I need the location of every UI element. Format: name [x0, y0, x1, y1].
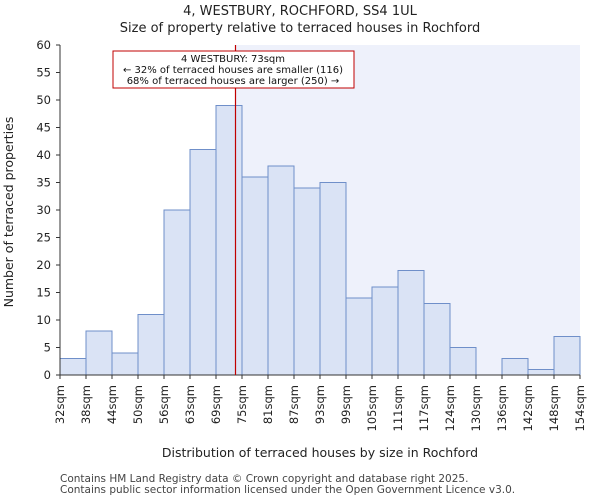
histogram-bar — [267, 165, 295, 376]
histogram-bar — [215, 105, 243, 376]
y-tick-label: 50 — [36, 93, 51, 107]
x-tick-label: 56sqm — [157, 385, 171, 424]
y-tick-label: 15 — [36, 286, 51, 300]
annotation-line-3: 68% of terraced houses are larger (250) … — [127, 76, 340, 87]
x-tick-label: 142sqm — [521, 385, 535, 431]
y-tick-label: 40 — [36, 148, 51, 162]
x-tick-label: 124sqm — [443, 385, 457, 431]
histogram-bar — [163, 209, 191, 376]
annotation-line-2: ← 32% of terraced houses are smaller (11… — [123, 65, 343, 76]
histogram-bar — [423, 303, 451, 376]
chart-title: 4, WESTBURY, ROCHFORD, SS4 1UL — [183, 4, 417, 19]
y-tick-label: 35 — [36, 176, 51, 190]
x-tick-label: 38sqm — [79, 385, 93, 424]
x-tick-label: 105sqm — [365, 385, 379, 431]
y-tick-label: 45 — [36, 121, 51, 135]
x-tick-label: 111sqm — [391, 385, 405, 431]
x-tick-label: 99sqm — [339, 385, 353, 424]
y-tick-label: 25 — [36, 231, 51, 245]
histogram-bar — [553, 336, 581, 376]
y-tick-label: 5 — [44, 341, 51, 355]
histogram-bar — [59, 358, 87, 376]
y-tick-label: 20 — [36, 258, 51, 272]
x-tick-label: 148sqm — [547, 385, 561, 431]
x-tick-label: 93sqm — [313, 385, 327, 424]
histogram-chart: 0 5 10 15 20 25 30 35 40 45 50 55 60 32sqm 38sqm 44sqm… — [1, 4, 587, 460]
annotation-line-1: 4 WESTBURY: 73sqm — [181, 54, 285, 65]
histogram-bar — [449, 347, 477, 376]
x-tick-label: 32sqm — [53, 385, 67, 424]
histogram-bar — [111, 352, 139, 376]
x-tick-label: 69sqm — [209, 385, 223, 424]
histogram-bar — [85, 330, 113, 376]
histogram-bar — [527, 369, 555, 376]
y-tick-label: 55 — [36, 66, 51, 80]
histogram-bar — [319, 182, 347, 376]
y-tick-label: 0 — [44, 368, 51, 382]
x-tick-label: 130sqm — [469, 385, 483, 431]
y-tick-label: 30 — [36, 203, 51, 217]
annotation-box — [112, 50, 355, 89]
histogram-bar — [371, 286, 399, 376]
histogram-bar — [397, 270, 425, 376]
x-tick-label: 136sqm — [495, 385, 509, 431]
y-tick-label: 60 — [36, 38, 51, 52]
x-tick-label: 81sqm — [261, 385, 275, 424]
x-axis-label: Distribution of terraced houses by size … — [162, 445, 478, 460]
x-tick-label: 154sqm — [573, 385, 587, 431]
x-tick-label: 63sqm — [183, 385, 197, 424]
y-tick-label: 10 — [36, 313, 51, 327]
histogram-bar — [137, 314, 165, 376]
histogram-bar — [189, 149, 217, 376]
histogram-bar — [345, 297, 373, 376]
chart-subtitle: Size of property relative to terraced ho… — [120, 21, 480, 36]
x-tick-label: 87sqm — [287, 385, 301, 424]
y-axis-label: Number of terraced properties — [1, 117, 16, 308]
histogram-bar — [241, 176, 269, 376]
footer-line-1: Contains HM Land Registry data © Crown c… — [60, 473, 469, 485]
histogram-bar — [293, 187, 321, 376]
x-tick-label: 75sqm — [235, 385, 249, 424]
x-tick-label: 50sqm — [131, 385, 145, 424]
x-tick-label: 44sqm — [105, 385, 119, 424]
histogram-bar — [501, 358, 529, 376]
footer-line-2: Contains public sector information licen… — [60, 484, 516, 496]
x-tick-label: 117sqm — [417, 385, 431, 431]
